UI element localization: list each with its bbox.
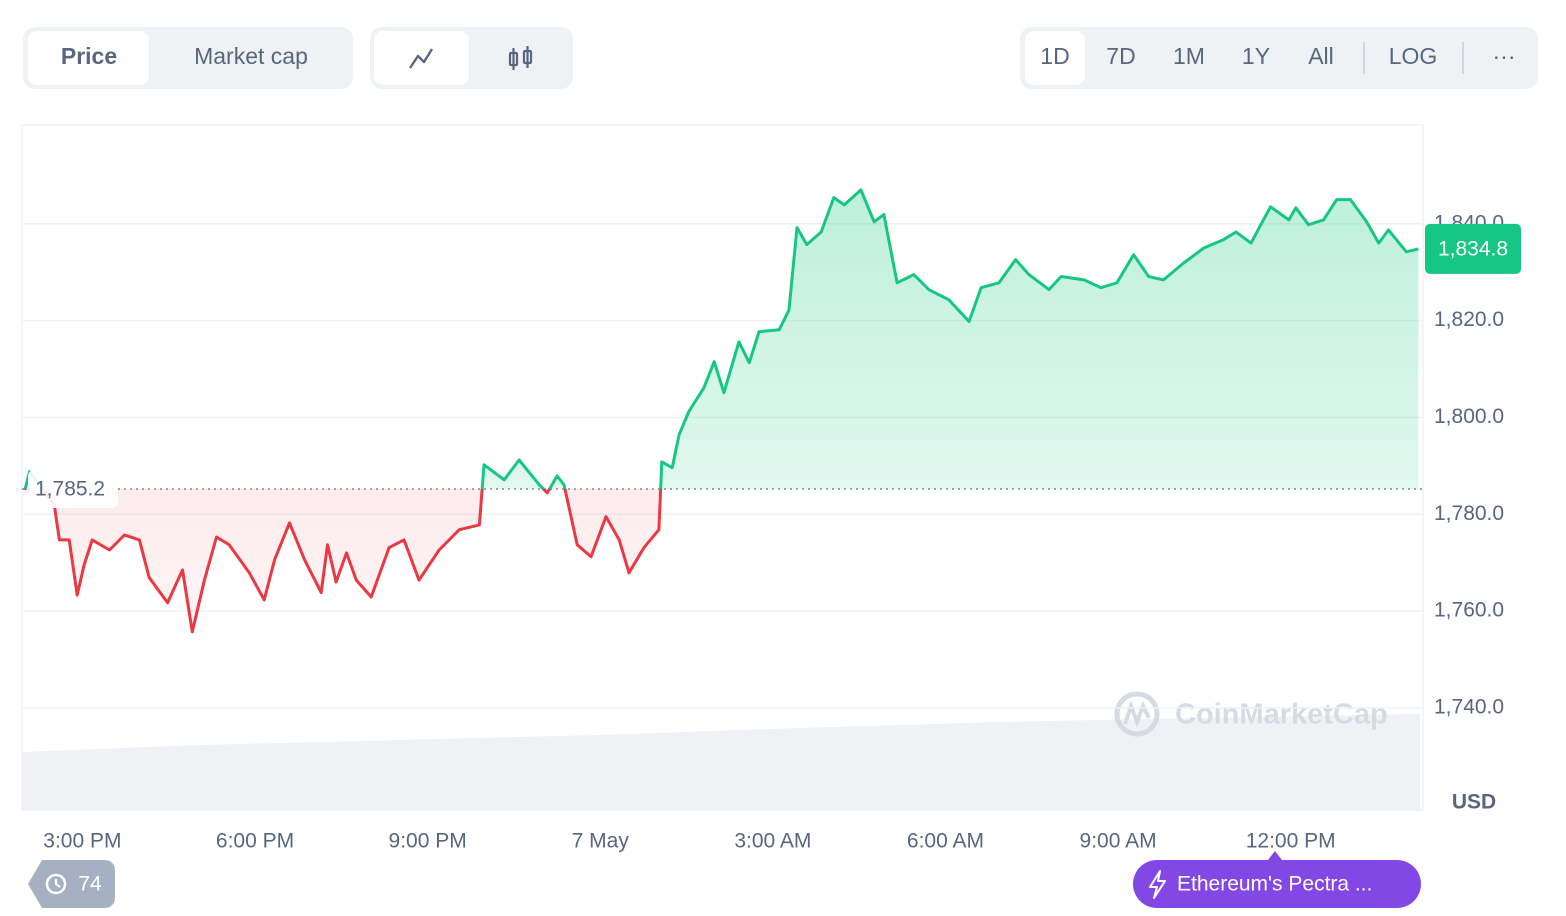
y-tick-label: 1,820.0 <box>1434 308 1504 331</box>
range-tabs <box>1020 27 1538 89</box>
baseline-label-bg <box>28 470 118 509</box>
x-tick-label: 9:00 PM <box>389 830 467 853</box>
y-unit: USD <box>1452 791 1496 814</box>
baseline-label: 1,785.2 <box>35 478 105 501</box>
x-tick-label: 9:00 AM <box>1080 830 1157 853</box>
news-text: Ethereum's Pectra ... <box>1177 873 1372 896</box>
range[interactable]: 1Y <box>1242 43 1270 69</box>
news-pill[interactable]: Ethereum's Pectra ... <box>1133 851 1421 908</box>
y-tick-label: 1,740.0 <box>1434 695 1504 718</box>
range[interactable]: All <box>1308 43 1334 69</box>
area-up <box>24 189 1419 490</box>
x-tick-label: 3:00 AM <box>734 830 811 853</box>
plot: 1,740.01,760.01,780.01,800.01,820.01,840… <box>22 188 1521 853</box>
range[interactable]: 1M <box>1173 43 1205 69</box>
history-badge[interactable]: 74 <box>28 860 115 908</box>
log-toggle[interactable]: LOG <box>1389 43 1438 69</box>
last-price-badge <box>1425 223 1521 274</box>
history-count: 74 <box>78 873 102 896</box>
y-tick-label: 1,780.0 <box>1434 502 1504 525</box>
y-tick-label: 1,760.0 <box>1434 599 1504 622</box>
active-tab <box>1025 31 1085 85</box>
x-tick-label: 7 May <box>572 830 630 853</box>
volume-backdrop <box>22 714 1420 810</box>
range[interactable]: 1D <box>1040 43 1069 69</box>
watermark-text: CoinMarketCap <box>1175 699 1388 731</box>
candle-icon[interactable] <box>508 46 533 70</box>
area <box>24 189 1419 490</box>
y-tick-label: 1,800.0 <box>1434 405 1504 428</box>
watermark: CoinMarketCap <box>1114 691 1388 737</box>
line-icon[interactable] <box>409 48 434 69</box>
x-tick-label: 3:00 PM <box>43 830 121 853</box>
tab[interactable]: Price <box>61 43 117 69</box>
tab[interactable]: Market cap <box>194 43 308 69</box>
x-tick-label: 6:00 AM <box>907 830 984 853</box>
active-tab <box>28 31 149 85</box>
x-tick-label: 6:00 PM <box>216 830 294 853</box>
price-line <box>23 188 1419 490</box>
range[interactable]: 7D <box>1106 43 1135 69</box>
line-up <box>23 188 1419 490</box>
more-button[interactable]: ··· <box>1493 43 1516 69</box>
last-price-label: 1,834.8 <box>1438 237 1508 260</box>
x-tick-label: 12:00 PM <box>1246 830 1336 853</box>
